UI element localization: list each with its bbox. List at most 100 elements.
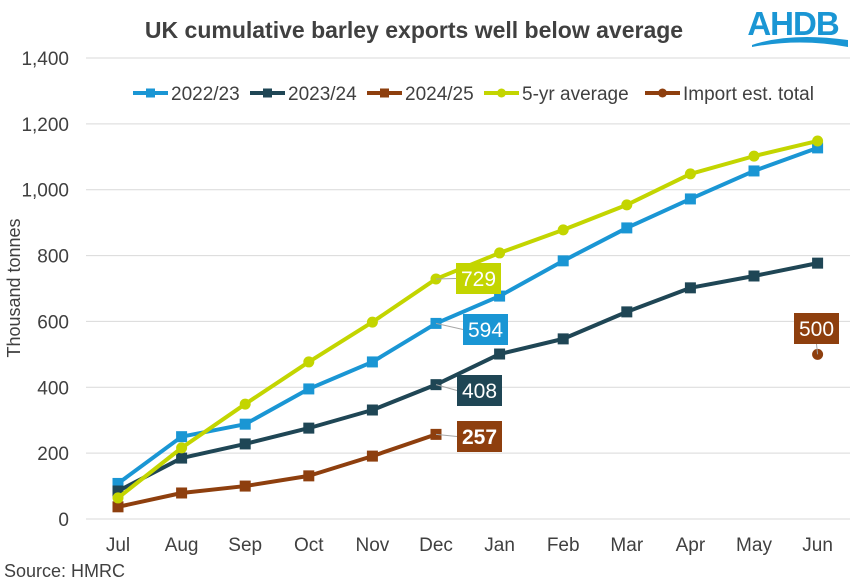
data-point (748, 165, 760, 177)
data-point (494, 290, 506, 302)
x-tick-label: Aug (165, 535, 199, 556)
data-label-callout: 500 (794, 313, 839, 355)
data-label-callout: 729 (435, 263, 501, 294)
data-label-callout: 408 (435, 375, 502, 406)
data-point (812, 257, 824, 269)
legend-item: 2022/23 (133, 84, 240, 105)
data-point (748, 270, 760, 282)
data-point (684, 168, 696, 180)
legend-marker (380, 88, 389, 98)
y-tick-label: 600 (37, 312, 69, 333)
x-tick-labels: Jul Aug Sep Oct Nov Dec Jan Feb Mar Apr May Jun (106, 535, 833, 556)
data-point (112, 492, 124, 504)
data-point (239, 438, 251, 450)
data-label-text: 408 (462, 380, 497, 403)
data-point (176, 431, 188, 443)
legend-marker (263, 88, 272, 98)
x-tick-label: Feb (547, 535, 580, 556)
data-point (112, 477, 124, 489)
y-tick-label: 1,400 (21, 49, 69, 70)
data-point (112, 485, 124, 497)
y-tick-labels: 0 200 400 600 800 1,000 1,200 1,400 (21, 49, 69, 531)
leader-line (816, 343, 819, 355)
y-tick-label: 1,000 (21, 181, 69, 202)
legend-label: 2023/24 (288, 84, 357, 105)
series-2024-25 (112, 428, 442, 513)
x-tick-label: Jun (802, 535, 833, 556)
data-point (494, 247, 506, 259)
data-label-text: 257 (462, 426, 497, 449)
data-point (303, 470, 315, 482)
data-point (557, 333, 569, 345)
x-tick-label: Jul (106, 535, 130, 556)
legend-label: Import est. total (683, 84, 814, 105)
y-tick-label: 200 (37, 444, 69, 465)
data-point (176, 487, 188, 499)
data-label-box (457, 375, 502, 406)
data-point (621, 222, 633, 234)
legend-item: Import est. total (645, 84, 814, 105)
leader-line (435, 433, 458, 437)
data-point (748, 150, 760, 162)
data-point (812, 135, 824, 147)
data-label-box (463, 314, 508, 345)
data-point (239, 480, 251, 492)
y-axis-title: Thousand tonnes (4, 218, 24, 357)
chart-title: UK cumulative barley exports well below … (145, 17, 683, 43)
x-tick-label: Dec (419, 535, 453, 556)
data-point (557, 224, 569, 236)
series-group (112, 135, 824, 513)
leader-line (435, 384, 458, 391)
series-line (117, 432, 437, 509)
data-label-text: 594 (468, 319, 503, 342)
data-point (684, 193, 696, 205)
x-tick-label: Oct (294, 535, 324, 556)
data-label-text: 500 (799, 318, 834, 341)
data-label-box (456, 263, 501, 294)
y-tick-label: 800 (37, 247, 69, 268)
legend-item: 2024/25 (367, 84, 474, 105)
x-tick-label: Jan (484, 535, 515, 556)
data-labels: 594 408 257 729 500 (435, 263, 839, 452)
data-point (684, 282, 696, 294)
legend-item: 2023/24 (250, 84, 357, 105)
data-point (303, 383, 315, 395)
legend: 2022/23 2023/24 2024/25 5-yr average Import … (133, 84, 814, 105)
x-tick-label: Mar (610, 535, 643, 556)
source-note: Source: HMRC (4, 561, 125, 581)
x-tick-label: Sep (228, 535, 262, 556)
data-point (366, 356, 378, 368)
data-point (621, 199, 633, 211)
legend-item: 5-yr average (484, 84, 629, 105)
logo-wave (752, 36, 848, 47)
x-tick-label: Apr (676, 535, 706, 556)
data-label-box (457, 421, 502, 452)
legend-label: 5-yr average (522, 84, 629, 105)
data-point (494, 348, 506, 360)
legend-marker (497, 88, 506, 98)
data-point (239, 418, 251, 430)
data-point (303, 422, 315, 434)
data-point (366, 450, 378, 462)
legend-marker (658, 88, 667, 98)
series-line (117, 261, 818, 493)
logo-text: AHDB (747, 5, 838, 42)
data-point (621, 306, 633, 318)
y-tick-label: 1,200 (21, 115, 69, 136)
data-point (112, 501, 124, 513)
legend-label: 2022/23 (171, 84, 240, 105)
x-tick-label: May (736, 535, 772, 556)
series-2023-24 (112, 257, 824, 497)
leader-line (435, 322, 464, 330)
data-point (239, 398, 251, 410)
data-label-text: 729 (461, 268, 496, 291)
series-2022-23 (112, 142, 824, 489)
data-label-callout: 594 (435, 314, 508, 345)
data-label-callout: 257 (435, 421, 502, 452)
data-label-box (794, 313, 839, 344)
data-point (303, 356, 315, 368)
data-point (812, 142, 824, 154)
series-line (116, 146, 819, 486)
y-tick-label: 0 (58, 510, 69, 531)
